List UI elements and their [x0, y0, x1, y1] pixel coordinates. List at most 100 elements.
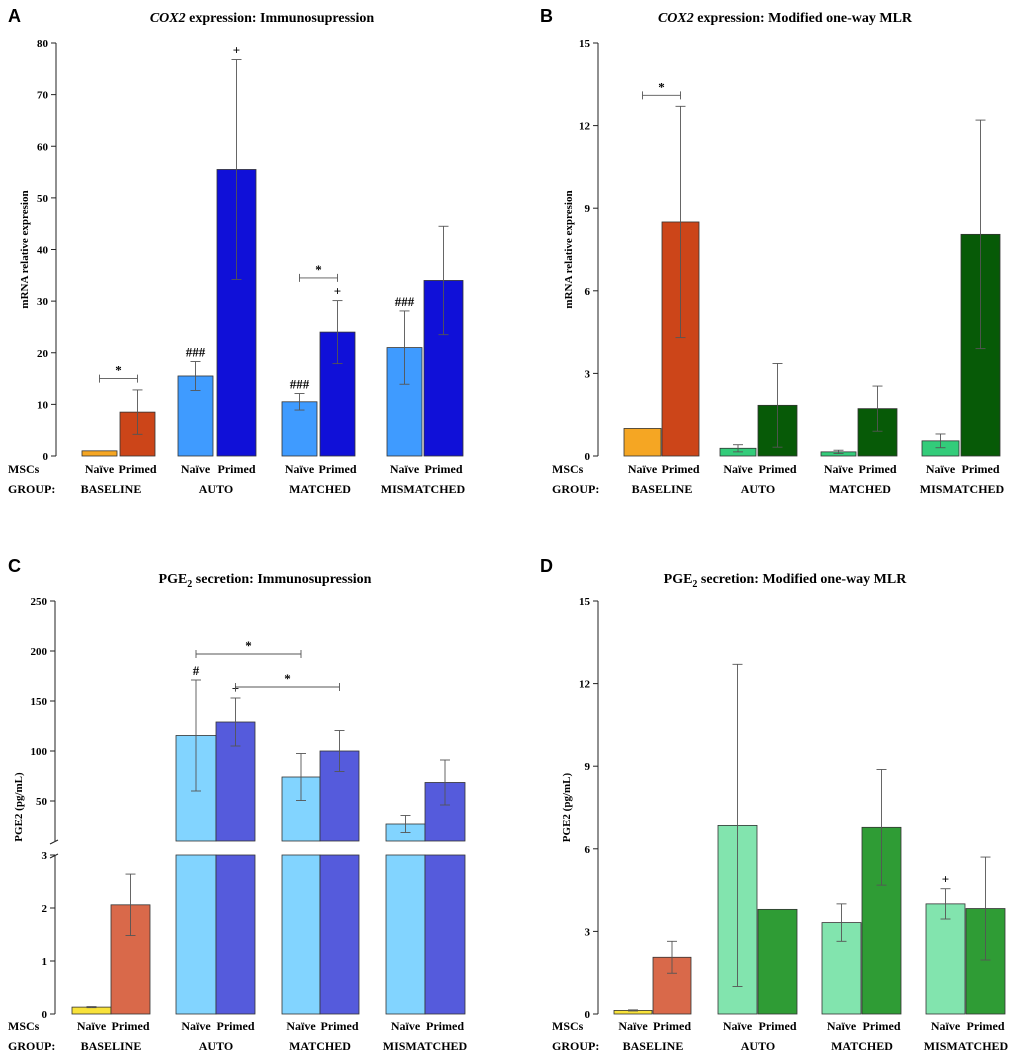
significance-star: *: [284, 671, 291, 686]
bar-label: Primed: [425, 462, 463, 476]
bar-label: Naïve: [77, 1019, 107, 1033]
group-row-label: GROUP:: [552, 482, 599, 496]
y-tick-label: 10: [37, 399, 49, 411]
bar-label: Primed: [321, 1019, 359, 1033]
bar-label: Naïve: [926, 462, 956, 476]
panel-letter: B: [540, 6, 553, 26]
y-tick-label: 60: [37, 141, 49, 153]
bar-label: Primed: [967, 1019, 1005, 1033]
chart-title: PGE2 secretion: Modified one-way MLR: [664, 572, 908, 590]
group-row-label: GROUP:: [8, 482, 55, 496]
group-label: AUTO: [199, 1039, 233, 1053]
significance-mark: +: [334, 284, 341, 299]
bar-label: Primed: [759, 462, 797, 476]
y-tick-label: 40: [37, 245, 49, 257]
chart-title-main: PGE: [159, 572, 188, 587]
bar-2-lower: [175, 854, 217, 1015]
bar-6-lower: [385, 854, 426, 1015]
chart-title-subscript: 2: [187, 579, 192, 590]
group-label: AUTO: [199, 482, 233, 496]
bar-label: Primed: [863, 1019, 901, 1033]
msc-row-label: MSCs: [552, 462, 584, 476]
y-tick-label: 0: [42, 1009, 48, 1021]
bar-2: [177, 375, 214, 457]
significance-star: *: [658, 79, 665, 94]
bar-label: Naïve: [181, 1019, 211, 1033]
bar-0: [71, 1006, 112, 1015]
bar-3: [757, 908, 798, 1015]
panel-letter: A: [8, 6, 21, 26]
significance-mark: #: [193, 663, 200, 678]
y-tick-label: 200: [31, 646, 48, 658]
significance-star: *: [315, 262, 322, 277]
y-tick-label: 70: [37, 90, 49, 102]
significance-star: *: [245, 638, 252, 653]
y-tick-label: 1: [42, 956, 48, 968]
bar-6: [925, 903, 966, 1015]
group-label: MATCHED: [831, 1039, 893, 1053]
y-tick-label: 15: [579, 596, 591, 608]
y-tick-label: 80: [37, 38, 49, 50]
y-tick-label: 12: [579, 121, 591, 133]
axis-break-mark: [49, 853, 59, 859]
significance-mark: ###: [395, 294, 415, 309]
axis-break-mark: [49, 839, 59, 845]
msc-row-label: MSCs: [8, 1019, 40, 1033]
y-tick-label: 3: [585, 368, 591, 380]
significance-star: *: [115, 363, 122, 378]
bar-label: Primed: [218, 462, 256, 476]
bar-label: Naïve: [618, 1019, 648, 1033]
y-tick-label: 9: [585, 761, 591, 773]
y-tick-label: 3: [585, 926, 591, 938]
y-axis-label: mRNA relative expresion: [563, 190, 575, 308]
bar-label: Primed: [112, 1019, 150, 1033]
bar-label: Primed: [759, 1019, 797, 1033]
chart-title: COX2 expression: Modified one-way MLR: [658, 11, 913, 26]
panel-d: D PGE2 secretion: Modified one-way MLR 0 3 6…: [540, 556, 1009, 1053]
bar-4-lower: [281, 854, 321, 1015]
group-label: BASELINE: [632, 482, 693, 496]
panel-letter: C: [8, 556, 21, 576]
bar-label: Primed: [217, 1019, 255, 1033]
msc-row-label: MSCs: [552, 1019, 584, 1033]
y-axis-label: mRNA relative expresion: [19, 190, 31, 308]
group-label: AUTO: [741, 482, 775, 496]
bar-4: [281, 401, 318, 457]
chart-title-rest: expression: Modified one-way MLR: [694, 11, 913, 26]
chart-title-gene: COX2: [658, 11, 694, 26]
group-label: MATCHED: [829, 482, 891, 496]
group-label: BASELINE: [81, 482, 142, 496]
group-label: BASELINE: [81, 1039, 142, 1053]
panel-b: B COX2 expression: Modified one-way MLR 0 3…: [540, 6, 1005, 496]
bar-label: Primed: [859, 462, 897, 476]
chart-title-gene: COX2: [150, 11, 186, 26]
bar-label: Naïve: [390, 462, 420, 476]
chart-title: PGE2 secretion: Immunosupression: [159, 572, 372, 590]
bar-label: Naïve: [723, 1019, 753, 1033]
bar-label: Naïve: [723, 462, 753, 476]
bar-label: Naïve: [181, 462, 211, 476]
significance-mark: ###: [290, 377, 310, 392]
y-tick-label: 0: [585, 1009, 591, 1021]
bar-3-lower: [215, 854, 256, 1015]
significance-mark: +: [942, 872, 949, 887]
y-tick-label: 3: [42, 850, 48, 862]
bar-label: Naïve: [931, 1019, 961, 1033]
chart-title-subscript: 2: [692, 579, 697, 590]
bar-label: Primed: [119, 462, 157, 476]
y-tick-label: 2: [42, 903, 48, 915]
group-label: MATCHED: [289, 1039, 351, 1053]
bar-7-lower: [424, 854, 466, 1015]
chart-title: COX2 expression: Immunosupression: [150, 11, 375, 26]
bar-label: Naïve: [285, 462, 315, 476]
bar-label: Primed: [962, 462, 1000, 476]
chart-title-rest: secretion: Modified one-way MLR: [697, 572, 907, 587]
chart-title-rest: secretion: Immunosupression: [192, 572, 371, 587]
group-row-label: GROUP:: [8, 1039, 55, 1053]
bar-label: Naïve: [391, 1019, 421, 1033]
bar-0: [623, 428, 662, 457]
y-tick-label: 6: [585, 286, 591, 298]
chart-title-rest: expression: Immunosupression: [186, 11, 375, 26]
bar-3: [216, 169, 257, 457]
